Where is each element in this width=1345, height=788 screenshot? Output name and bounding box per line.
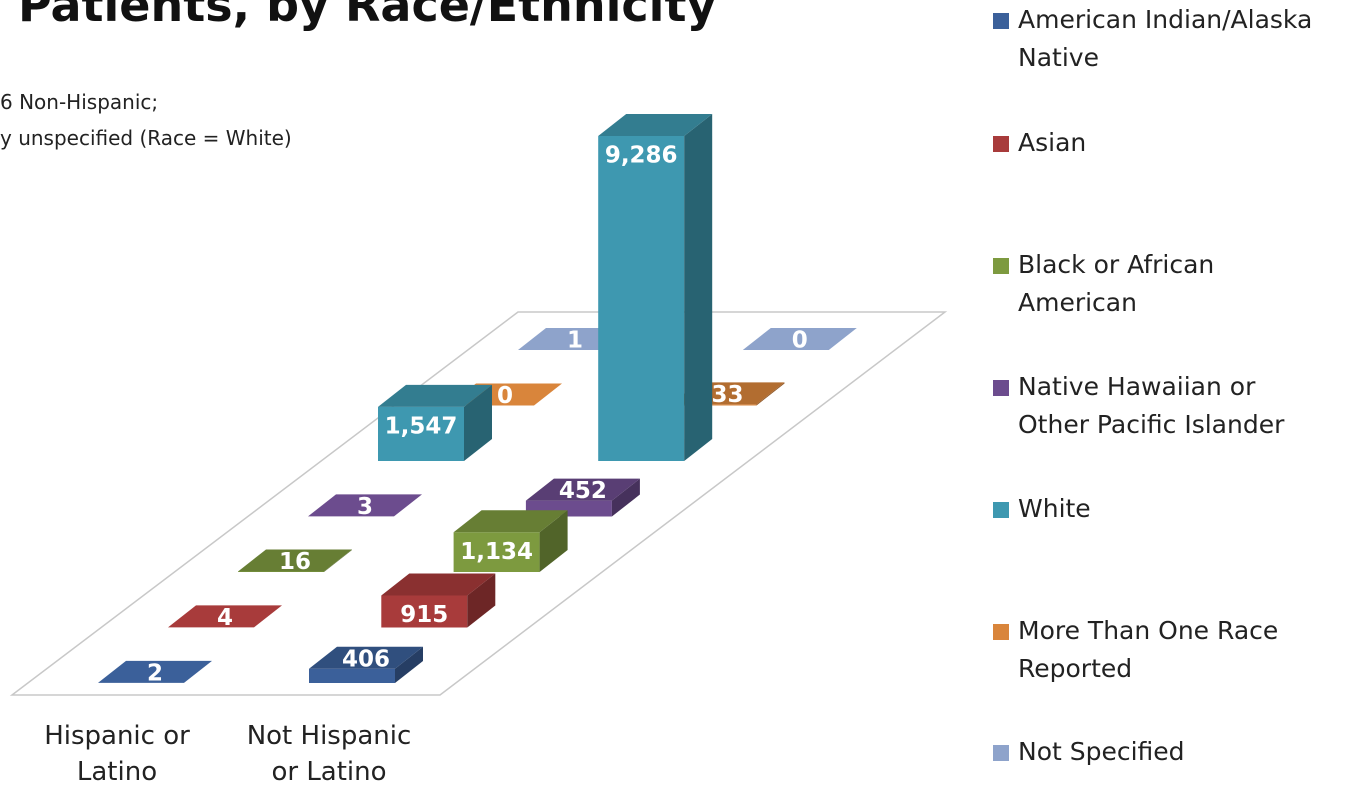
bar-front — [598, 135, 685, 462]
bar — [168, 605, 282, 628]
bar-front — [309, 668, 395, 683]
bar — [742, 328, 857, 350]
legend-label: Not Specified — [1018, 737, 1185, 766]
annotation: 6 Non-Hispanic; — [0, 90, 159, 114]
value-label: 3 — [357, 494, 373, 520]
bar-side — [539, 510, 568, 572]
chart-title: Patients, by Race/Ethnicity — [18, 0, 717, 32]
value-label: 33 — [711, 382, 743, 408]
bar-top — [381, 573, 496, 596]
legend-label: More Than One Race Reported — [1018, 616, 1279, 683]
value-label: 2 — [147, 660, 163, 686]
bar-top — [742, 328, 857, 350]
legend-label: Asian — [1018, 128, 1087, 157]
bar-top — [168, 605, 282, 628]
bar-front — [378, 406, 464, 461]
legend-swatch — [993, 136, 1009, 152]
bar — [98, 660, 212, 683]
legend-item: American Indian/Alaska Native — [993, 1, 1323, 77]
value-label: 16 — [279, 549, 311, 575]
legend-label: American Indian/Alaska Native — [1018, 5, 1313, 72]
value-label: 9,286 — [605, 142, 678, 168]
legend-item: More Than One Race Reported — [993, 612, 1323, 688]
legend-label: Black or African American — [1018, 250, 1215, 317]
legend-swatch — [993, 258, 1009, 274]
bar — [309, 646, 423, 683]
legend-item: Not Specified — [993, 733, 1323, 771]
value-label: 0 — [497, 383, 513, 409]
x-tick-label: Hispanic or Latino — [44, 721, 190, 787]
bar-side — [324, 549, 352, 572]
bar-side — [395, 646, 423, 683]
bar-top — [308, 494, 422, 517]
value-label: 915 — [400, 602, 448, 628]
value-label: 1,547 — [385, 413, 458, 439]
legend-label: White — [1018, 494, 1091, 523]
legend-swatch — [993, 624, 1009, 640]
bar — [598, 113, 713, 462]
bar-side — [464, 384, 492, 461]
bar — [453, 510, 568, 572]
bar-top — [238, 549, 352, 572]
legend-item: Native Hawaiian or Other Pacific Islande… — [993, 368, 1323, 444]
legend-swatch — [993, 380, 1009, 396]
legend-item: Asian — [993, 124, 1323, 162]
bar — [378, 384, 492, 461]
bar-top — [309, 646, 423, 669]
bar-side — [611, 478, 640, 517]
legend-swatch — [993, 13, 1009, 29]
bar — [238, 549, 352, 572]
bar-top — [598, 113, 713, 136]
bar — [525, 478, 640, 517]
value-label: 1,134 — [460, 539, 533, 565]
annotation: y unspecified (Race = White) — [0, 126, 292, 150]
legend-label: Native Hawaiian or Other Pacific Islande… — [1018, 372, 1285, 439]
value-label: 4 — [217, 605, 233, 631]
bar-top — [378, 384, 492, 407]
legend-item: Black or African American — [993, 246, 1323, 322]
bar-front — [238, 571, 324, 572]
legend-item: White — [993, 490, 1323, 528]
bar-top — [525, 478, 640, 501]
bar-front — [453, 532, 540, 572]
bar-side — [467, 573, 496, 628]
bar-front — [381, 595, 468, 628]
value-label: 452 — [559, 478, 607, 504]
legend-swatch — [993, 745, 1009, 761]
floor — [9, 311, 948, 696]
bar-top — [453, 510, 568, 533]
legend-swatch — [993, 502, 1009, 518]
bar-top — [98, 660, 212, 683]
bar — [308, 494, 422, 517]
value-label: 0 — [792, 328, 808, 354]
x-tick-label: Not Hispanic or Latino — [246, 721, 412, 787]
bar-side — [684, 113, 713, 462]
bar — [381, 573, 496, 628]
value-label: 1 — [567, 327, 583, 353]
value-label: 406 — [342, 646, 390, 672]
bar-side — [756, 382, 785, 406]
